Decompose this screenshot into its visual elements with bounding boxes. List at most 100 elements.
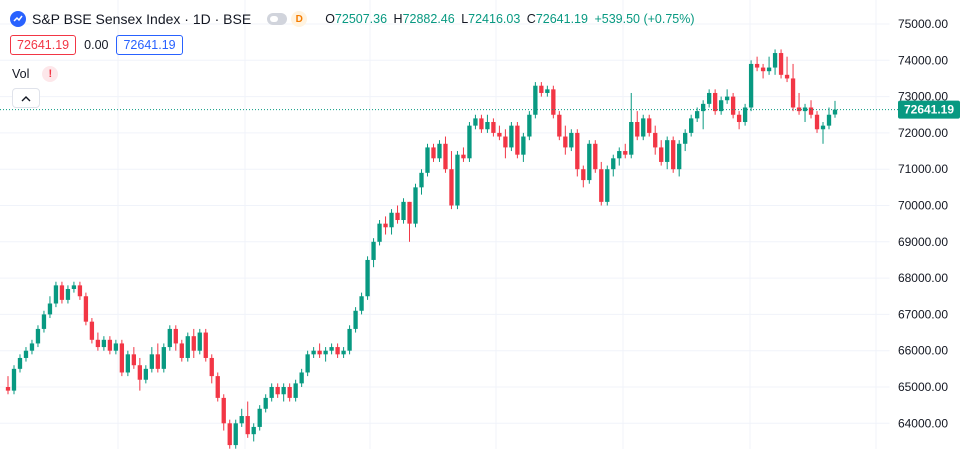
candle-body bbox=[389, 212, 394, 228]
candle-body bbox=[179, 343, 184, 358]
candle-body bbox=[125, 354, 131, 373]
candle-body bbox=[491, 122, 496, 133]
candle-body bbox=[497, 132, 502, 137]
candle-body bbox=[353, 310, 358, 329]
collapse-legend-button[interactable] bbox=[12, 88, 40, 108]
candle-body bbox=[77, 285, 83, 297]
candle-body bbox=[569, 132, 574, 148]
candle-body bbox=[275, 387, 280, 395]
candle-body bbox=[641, 118, 646, 137]
candle-body bbox=[623, 151, 628, 155]
candle-body bbox=[778, 53, 784, 75]
warning-icon[interactable]: ! bbox=[42, 66, 59, 82]
candle-body bbox=[419, 172, 424, 188]
candle-body bbox=[257, 408, 262, 427]
candle-body bbox=[113, 343, 119, 351]
candle-body bbox=[706, 92, 712, 104]
price-axis[interactable]: 75000.00 74000.00 73000.00 72000.00 71000.00… bbox=[889, 0, 948, 449]
candle-body bbox=[455, 154, 460, 206]
candle-body bbox=[251, 426, 256, 435]
candle-body bbox=[245, 416, 250, 435]
candle-body bbox=[383, 223, 388, 228]
candle-body bbox=[149, 354, 154, 369]
price-axis-label: 75000.00 bbox=[898, 17, 948, 31]
candle-body bbox=[107, 339, 113, 351]
volume-indicator[interactable]: Vol ! bbox=[12, 66, 59, 82]
candle-body bbox=[677, 143, 682, 170]
candle-body bbox=[449, 169, 454, 206]
price-axis-label: 70000.00 bbox=[898, 199, 948, 213]
candle-body bbox=[473, 118, 478, 126]
symbol-icon[interactable] bbox=[10, 11, 26, 27]
candle-body bbox=[730, 96, 736, 115]
candle-body bbox=[143, 368, 148, 380]
candle-body bbox=[557, 114, 562, 137]
candle-body bbox=[431, 147, 436, 159]
last-price-label: 72641.19 bbox=[904, 103, 954, 117]
candle-body bbox=[47, 303, 53, 315]
candles bbox=[5, 49, 838, 449]
candle-body bbox=[191, 336, 196, 351]
candle-body bbox=[605, 169, 610, 202]
candle-body bbox=[665, 140, 670, 162]
candle-body bbox=[617, 151, 622, 159]
candle-body bbox=[299, 372, 304, 384]
candle-body bbox=[796, 107, 802, 112]
candle-body bbox=[59, 285, 65, 300]
candle-body bbox=[635, 122, 640, 137]
chart-legend: S&P BSE Sensex Index · 1D · BSE D O72507… bbox=[10, 9, 695, 29]
candle-body bbox=[263, 397, 268, 409]
price-axis-label: 74000.00 bbox=[898, 53, 948, 67]
candle-body bbox=[35, 328, 41, 344]
market-status-badge[interactable]: D bbox=[291, 11, 308, 27]
trade-price-boxes: 72641.19 0.00 72641.19 bbox=[10, 35, 183, 55]
candle-body bbox=[437, 143, 442, 159]
candle-body bbox=[575, 132, 580, 170]
symbol-title[interactable]: S&P BSE Sensex Index · 1D · BSE bbox=[32, 11, 252, 27]
price-axis-label: 69000.00 bbox=[898, 235, 948, 249]
candle-body bbox=[29, 343, 35, 351]
candle-body bbox=[742, 107, 748, 123]
candle-body bbox=[551, 89, 556, 115]
candle-body bbox=[311, 350, 316, 355]
close-value: 72641.19 bbox=[535, 12, 588, 26]
candle-body bbox=[659, 147, 664, 162]
candle-body bbox=[509, 125, 514, 148]
candle-body bbox=[629, 122, 634, 155]
candle-body bbox=[485, 122, 490, 130]
candle-body bbox=[736, 114, 742, 123]
candle-body bbox=[563, 136, 568, 148]
candle-body bbox=[539, 85, 544, 93]
price-axis-label: 67000.00 bbox=[898, 307, 948, 321]
chevron-up-icon bbox=[21, 95, 31, 101]
candle-body bbox=[287, 387, 292, 398]
close-label: C bbox=[526, 12, 536, 26]
candle-body bbox=[689, 118, 694, 133]
candle-body bbox=[832, 109, 838, 115]
candle-body bbox=[197, 332, 202, 351]
candle-body bbox=[599, 169, 604, 202]
candle-body bbox=[443, 143, 448, 170]
candle-body bbox=[359, 296, 364, 311]
candle-body bbox=[461, 154, 466, 159]
candle-body bbox=[11, 368, 17, 391]
candle-body bbox=[808, 107, 814, 115]
sell-price-button[interactable]: 72641.19 bbox=[10, 35, 77, 55]
candle-body bbox=[185, 336, 190, 358]
candle-body bbox=[317, 350, 322, 355]
last-price-badge: 72641.19 bbox=[898, 100, 960, 119]
candle-body bbox=[695, 111, 700, 119]
candle-body bbox=[724, 96, 730, 101]
price-axis-label: 71000.00 bbox=[898, 162, 948, 176]
candle-body bbox=[545, 89, 550, 93]
candle-body bbox=[527, 114, 532, 137]
candle-body bbox=[137, 365, 142, 380]
candle-body bbox=[425, 147, 430, 173]
price-axis-label: 68000.00 bbox=[898, 271, 948, 285]
candle-body bbox=[173, 328, 178, 344]
candle-body bbox=[772, 53, 778, 68]
buy-price-button[interactable]: 72641.19 bbox=[116, 35, 183, 55]
visibility-toggle[interactable] bbox=[267, 13, 288, 25]
candle-body bbox=[209, 357, 214, 377]
